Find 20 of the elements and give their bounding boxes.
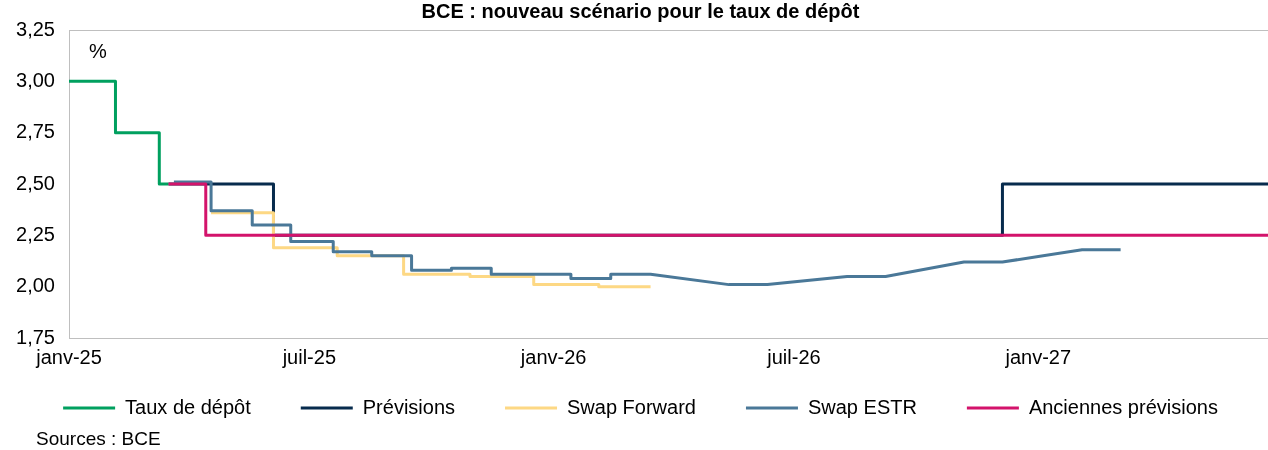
y-tick-label: 2,50 [16, 171, 55, 194]
y-tick-label: 2,25 [16, 222, 55, 245]
legend-label: Prévisions [362, 395, 456, 418]
x-tick-label: juil-25 [281, 345, 337, 368]
y-tick-label: 3,00 [16, 68, 55, 91]
y-tick-label: 2,75 [16, 120, 55, 143]
legend-label: Anciennes prévisions [1028, 395, 1218, 418]
legend-label: Taux de dépôt [125, 395, 252, 418]
x-tick-label: janv-26 [519, 345, 587, 368]
chart-title: BCE : nouveau scénario pour le taux de dépôt [421, 0, 860, 22]
y-axis-title: % [89, 39, 107, 62]
x-tick-label: janv-27 [1004, 345, 1072, 368]
y-tick-label: 1,75 [16, 325, 55, 348]
source-note: Sources : BCE [36, 428, 161, 450]
y-tick-label: 3,25 [16, 17, 55, 40]
y-tick-label: 2,00 [16, 274, 55, 297]
legend-label: Swap Forward [567, 395, 696, 418]
x-tick-label: juil-26 [766, 345, 821, 368]
legend-label: Swap ESTR [807, 395, 917, 418]
x-tick-label: janv-25 [35, 345, 102, 368]
